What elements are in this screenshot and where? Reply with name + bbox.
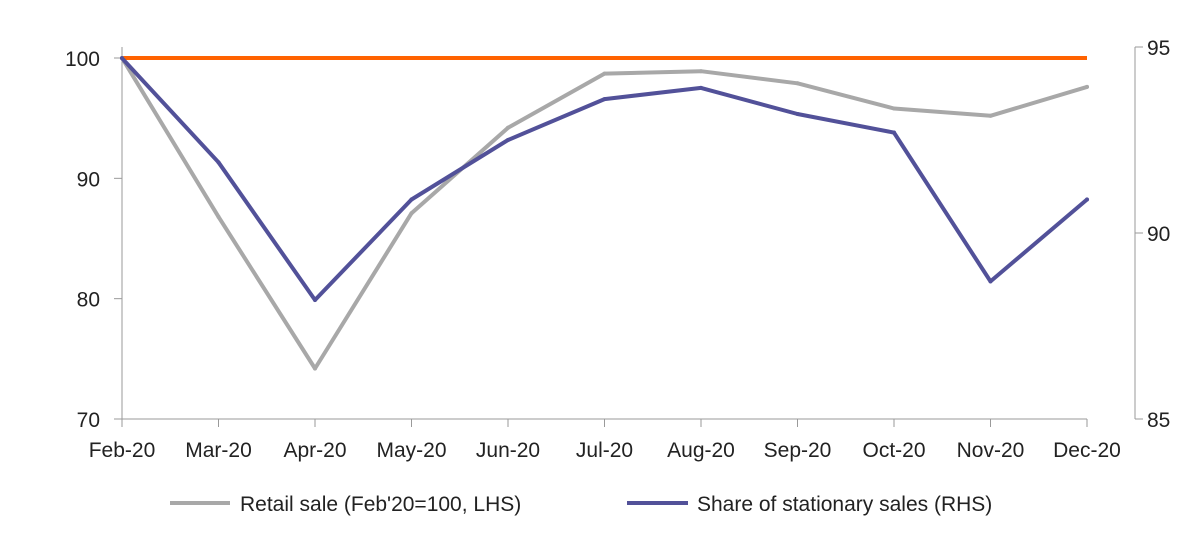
series-1-point	[216, 214, 221, 219]
series-2-point	[1085, 197, 1089, 202]
right-tick-label: 95	[1147, 37, 1170, 60]
x-tick-label: Jul-20	[576, 439, 633, 462]
x-tick-label: Oct-20	[862, 439, 925, 462]
x-tick-label: May-20	[376, 439, 446, 462]
legend: Retail sale (Feb'20=100, LHS) Share of st…	[170, 493, 992, 516]
series-1-point	[892, 106, 896, 111]
left-tick-label: 70	[77, 409, 100, 432]
x-tick-label: Apr-20	[283, 439, 346, 462]
x-tick-label: Dec-20	[1053, 439, 1121, 462]
left-tick-label: 80	[77, 289, 100, 312]
series-1-point	[795, 81, 800, 86]
series-2-point	[120, 56, 124, 61]
legend-label-2: Share of stationary sales (RHS)	[697, 493, 992, 516]
series-2-point	[313, 297, 317, 302]
right-tick-label: 90	[1147, 223, 1170, 246]
series-1-point	[313, 366, 317, 371]
series-2-point	[409, 197, 414, 202]
x-tick-label: Mar-20	[185, 439, 252, 462]
series-line-1	[120, 56, 1089, 371]
tick-labels: 70 80 90 100 85 90 95 Feb-20 Mar-20 Apr-20 May-20 J…	[65, 37, 1170, 462]
series-2-point	[988, 279, 993, 284]
series-2-point	[795, 111, 800, 116]
x-tick-label: Aug-20	[667, 439, 735, 462]
x-tick-label: Jun-20	[476, 439, 540, 462]
series-lines	[120, 56, 1089, 371]
left-tick-label: 90	[77, 168, 100, 191]
axes	[114, 46, 1143, 427]
legend-label-1: Retail sale (Feb'20=100, LHS)	[240, 493, 521, 516]
series-line-2	[120, 56, 1089, 302]
x-tick-label: Sep-20	[764, 439, 832, 462]
series-1-point	[506, 125, 510, 130]
series-2-point	[602, 97, 607, 102]
series-1-point	[409, 211, 414, 216]
x-tick-label: Feb-20	[89, 439, 156, 462]
series-1-point	[1085, 84, 1089, 89]
series-2-point	[699, 85, 703, 90]
left-tick-label: 100	[65, 48, 100, 71]
series-1-point	[602, 71, 607, 76]
series-2-point	[216, 160, 221, 165]
series-1-point	[699, 69, 703, 74]
right-tick-label: 85	[1147, 409, 1170, 432]
series-1-point	[988, 113, 993, 118]
series-2-point	[506, 138, 510, 142]
series-2-point	[892, 130, 896, 135]
x-tick-label: Nov-20	[957, 439, 1025, 462]
